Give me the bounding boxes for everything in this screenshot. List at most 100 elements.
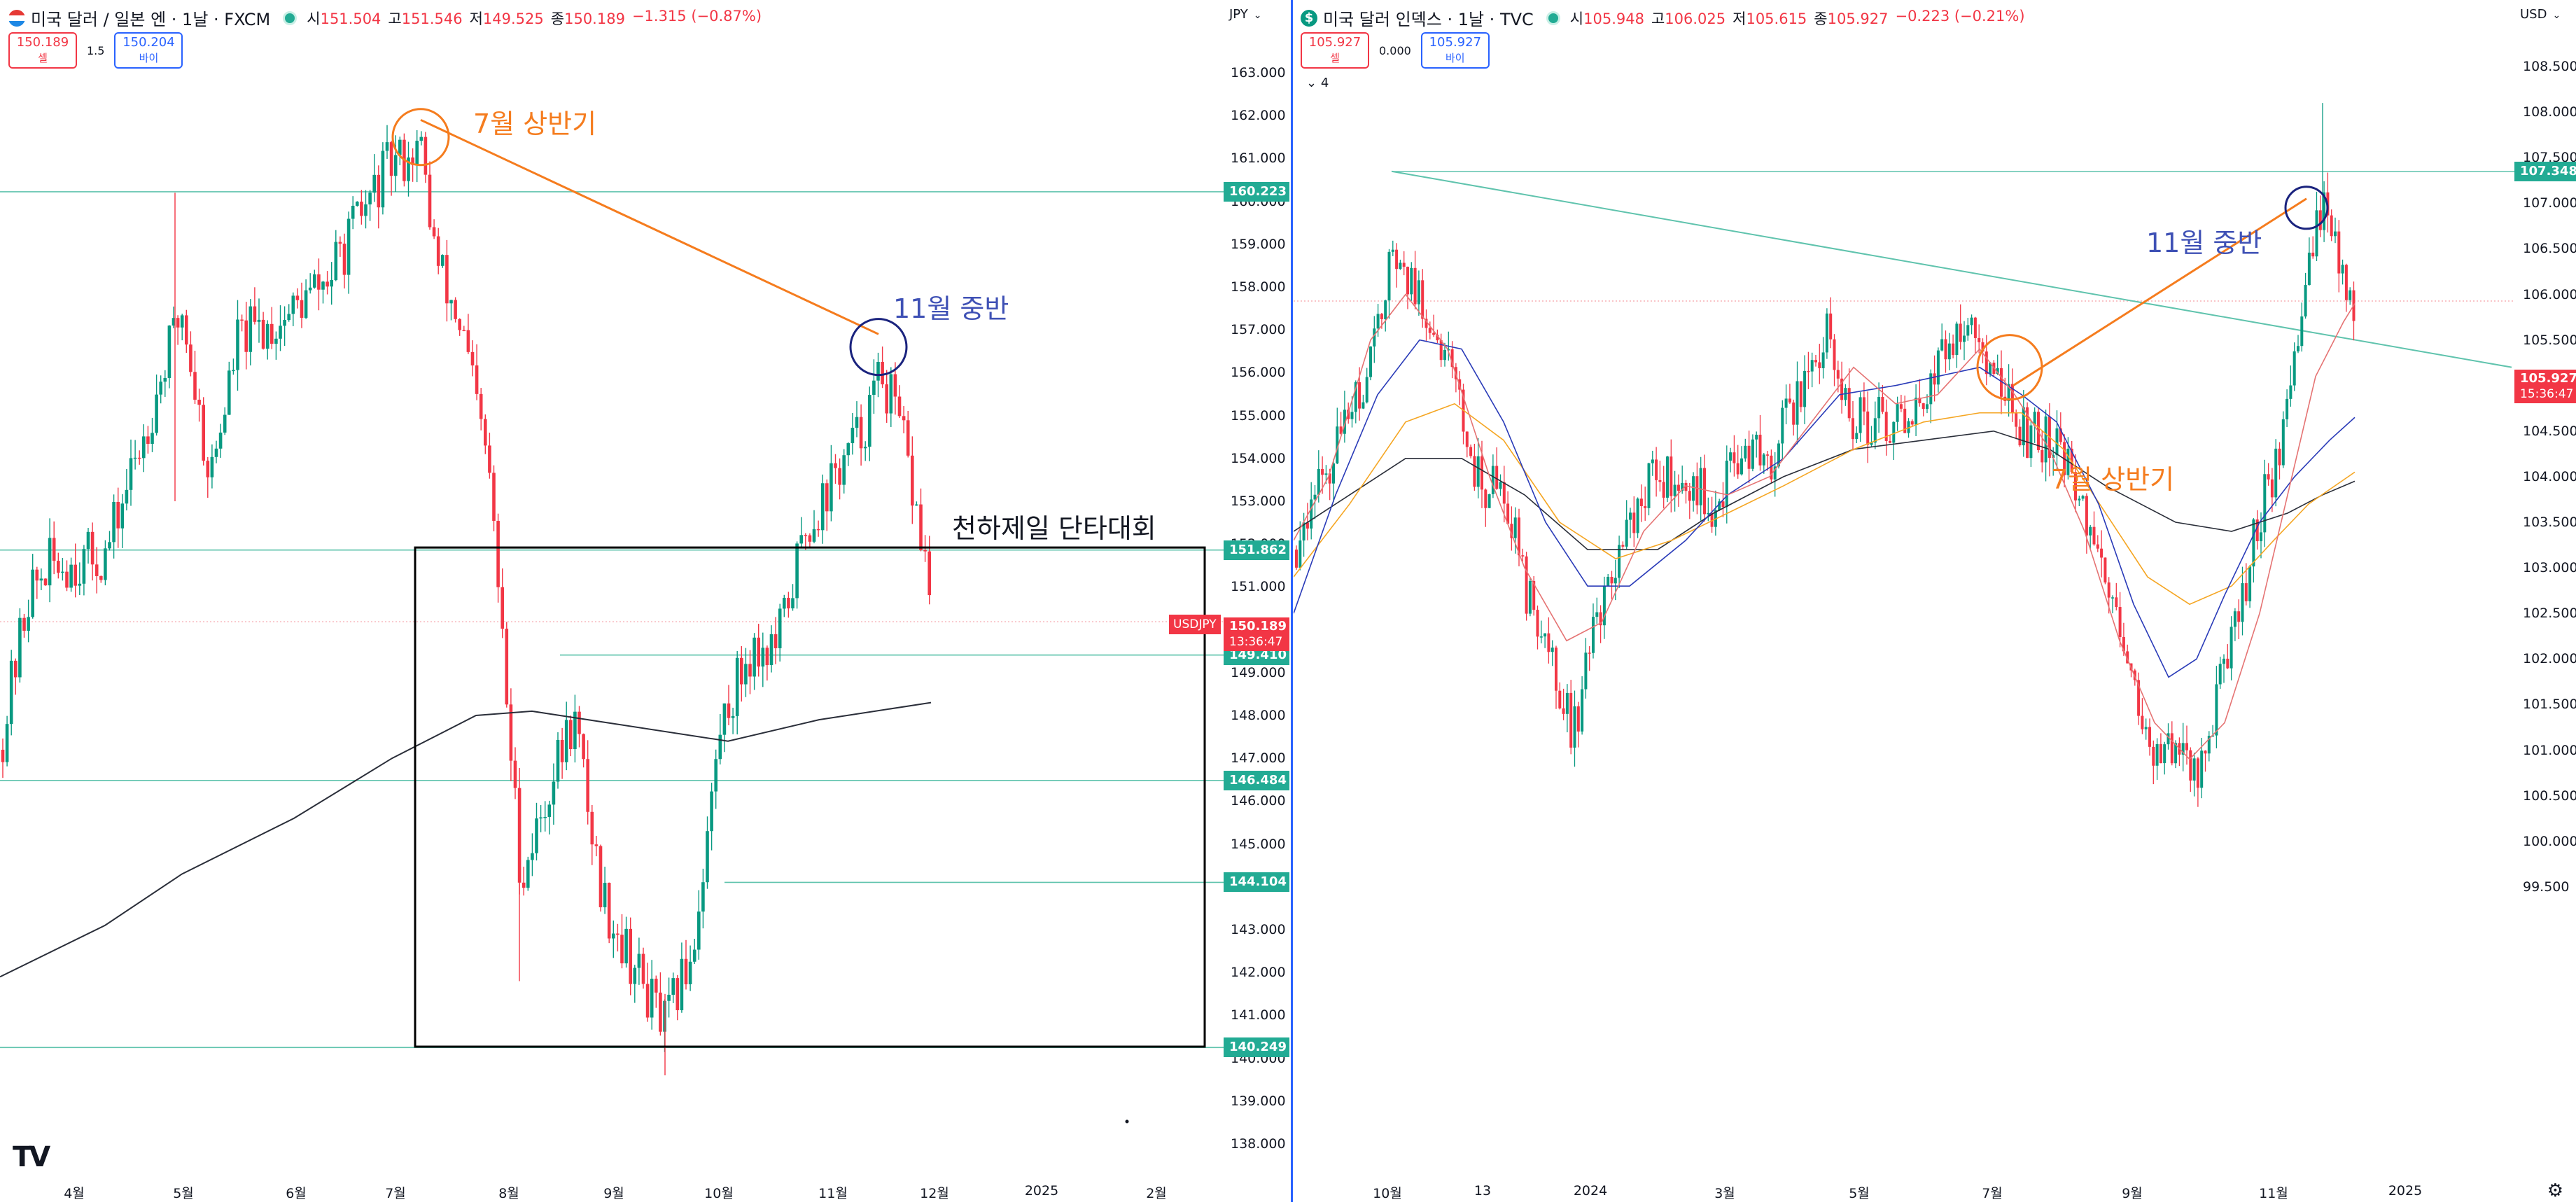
candle-body bbox=[1595, 612, 1599, 617]
left-sell-button[interactable]: 150.189 셀 bbox=[8, 32, 77, 69]
candle-body bbox=[48, 538, 52, 586]
candle-body bbox=[607, 883, 611, 939]
candle-body bbox=[697, 911, 701, 950]
candle-body bbox=[398, 139, 402, 155]
chart-pane-dxy[interactable]: $ 미국 달러 인덱스 · 1날 · TVC 시105.948 고106.025… bbox=[1294, 0, 2576, 1202]
chart-pane-usdjpy[interactable]: 미국 달러 / 일본 엔 · 1날 · FXCM 시151.504 고151.5… bbox=[0, 0, 1289, 1202]
candle-body bbox=[1810, 360, 1814, 372]
candle-body bbox=[52, 538, 56, 561]
candle-body bbox=[69, 564, 73, 588]
candle-body bbox=[2300, 316, 2304, 347]
candle-body bbox=[2018, 426, 2022, 446]
level-price-label: 107.348 bbox=[2514, 161, 2576, 181]
time-tick: 8월 bbox=[498, 1186, 519, 1201]
time-tick: 3월 bbox=[1714, 1186, 1735, 1201]
candle-body bbox=[1584, 652, 1588, 690]
indicators-toggle[interactable]: ⌄ 4 bbox=[1306, 76, 1329, 90]
candle-body bbox=[778, 608, 782, 648]
candle-body bbox=[855, 417, 859, 428]
candle-body bbox=[1918, 398, 1921, 404]
candle-body bbox=[445, 255, 449, 304]
candle-body bbox=[61, 571, 64, 573]
right-sell-button[interactable]: 105.927 셀 bbox=[1301, 32, 1369, 69]
annotation-nov-right[interactable]: 11월 중반 bbox=[2146, 228, 2262, 258]
candle-body bbox=[1676, 484, 1680, 491]
dxy-chart-canvas[interactable] bbox=[1294, 0, 2576, 1202]
candle-body bbox=[462, 330, 466, 332]
left-symbol-title[interactable]: 미국 달러 / 일본 엔 · 1날 · FXCM bbox=[31, 10, 271, 29]
candle-body bbox=[1306, 522, 1309, 529]
candle-body bbox=[2096, 544, 2099, 549]
candle-body bbox=[43, 578, 48, 586]
right-symbol-title[interactable]: 미국 달러 인덱스 · 1날 · TVC bbox=[1323, 10, 1534, 29]
time-tick: 4월 bbox=[64, 1186, 85, 1201]
candle-body bbox=[1362, 402, 1365, 409]
candle-body bbox=[1536, 610, 1539, 637]
usdjpy-chart-canvas[interactable] bbox=[0, 0, 1289, 1202]
candle-body bbox=[2085, 496, 2088, 536]
price-tick: 104.500 bbox=[2523, 423, 2576, 439]
candle-body bbox=[1777, 443, 1780, 467]
right-buy-button[interactable]: 105.927 바이 bbox=[1420, 32, 1490, 69]
candle-body bbox=[2155, 743, 2159, 766]
time-tick: 2025 bbox=[1024, 1183, 1059, 1198]
candle-body bbox=[1699, 468, 1702, 505]
candle-body bbox=[356, 202, 359, 206]
price-tick: 105.500 bbox=[2523, 332, 2576, 348]
candle-body bbox=[701, 882, 705, 912]
candle-body bbox=[825, 483, 829, 512]
candle-body bbox=[535, 818, 538, 853]
candle-body bbox=[99, 575, 103, 580]
candle-body bbox=[543, 816, 547, 818]
pane-divider[interactable] bbox=[1289, 0, 1294, 1202]
candle-body bbox=[2078, 498, 2081, 501]
candle-body bbox=[189, 344, 192, 372]
candle-body bbox=[1996, 368, 1999, 375]
candle-body bbox=[881, 361, 884, 384]
candle-body bbox=[522, 882, 526, 888]
candle-body bbox=[578, 711, 581, 734]
candle-body bbox=[265, 323, 270, 349]
candle-body bbox=[2059, 428, 2062, 442]
gear-icon[interactable]: ⚙ bbox=[2547, 1180, 2563, 1201]
candle-body bbox=[368, 193, 372, 204]
annotation-nov-left[interactable]: 11월 중반 bbox=[893, 293, 1009, 324]
candle-body bbox=[1870, 442, 1873, 445]
annotation-july-right[interactable]: 7월 상반기 bbox=[2051, 464, 2175, 495]
candle-body bbox=[74, 564, 77, 586]
candle-body bbox=[330, 279, 333, 287]
candle-body bbox=[2211, 735, 2215, 737]
annotation-july-left[interactable]: 7월 상반기 bbox=[473, 109, 597, 139]
candle-body bbox=[1662, 482, 1665, 498]
candle-body bbox=[1336, 426, 1339, 463]
candle-body bbox=[1729, 452, 1732, 461]
candle-body bbox=[1581, 689, 1584, 732]
candle-body bbox=[415, 141, 419, 165]
candle-body bbox=[2270, 479, 2274, 498]
candle-body bbox=[1473, 456, 1476, 487]
tradingview-logo[interactable]: TV bbox=[13, 1141, 50, 1173]
candle-body bbox=[1436, 335, 1439, 341]
candle-body bbox=[197, 399, 201, 405]
candle-body bbox=[1984, 351, 1988, 375]
annotation-box-title[interactable]: 천하제일 단타대회 bbox=[952, 513, 1156, 544]
price-tick: 102.500 bbox=[2523, 606, 2576, 622]
candle-body bbox=[1814, 360, 1817, 363]
candle-body bbox=[35, 569, 39, 581]
candle-body bbox=[735, 657, 739, 716]
right-currency-selector[interactable]: USD ⌄ bbox=[2520, 7, 2561, 22]
price-tick: 159.000 bbox=[1231, 236, 1286, 252]
candle-body bbox=[257, 319, 261, 322]
candle-body bbox=[1973, 317, 1977, 338]
candle-body bbox=[458, 319, 461, 330]
candle-body bbox=[1369, 346, 1372, 377]
candle-body bbox=[641, 953, 645, 984]
candle-body bbox=[509, 704, 513, 761]
candle-body bbox=[449, 300, 453, 304]
left-buy-button[interactable]: 150.204 바이 bbox=[114, 32, 183, 69]
candle-body bbox=[2297, 346, 2300, 351]
candle-body bbox=[2230, 627, 2233, 669]
left-currency-selector[interactable]: JPY ⌄ bbox=[1229, 7, 1262, 22]
candle-body bbox=[820, 483, 825, 531]
candle-body bbox=[1525, 556, 1528, 614]
